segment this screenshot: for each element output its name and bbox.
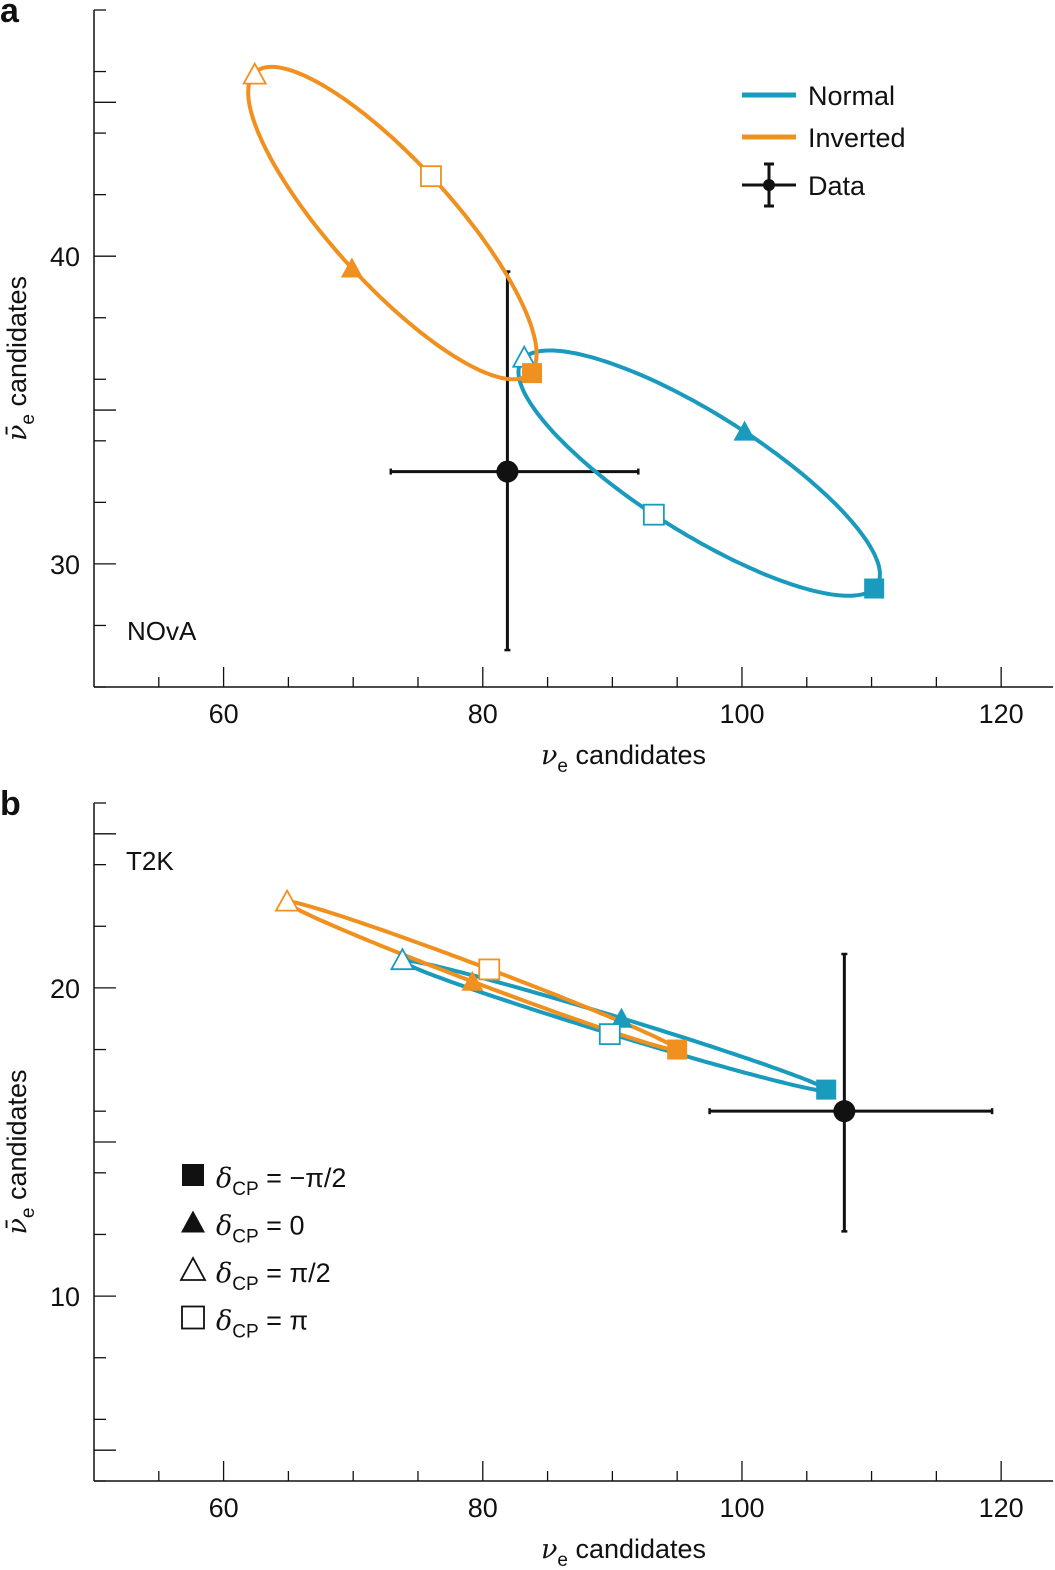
x-tick-label: 80 [468,1493,498,1523]
y-tick-label: 30 [50,550,80,580]
marker-inverted-filled-triangle [461,970,484,991]
marker-normal-filled-square [864,578,885,599]
experiment-label: NOvA [127,616,197,646]
x-axis-label: νe candidates [541,740,706,777]
filled-triangle-icon [181,1210,205,1233]
open-square-icon [181,1305,205,1330]
open-triangle-icon [179,1256,207,1281]
legend-label: δCP = π/2 [216,1258,331,1295]
panel-a: 60 80 100 120 30 40 a νe candidates ν̄e candidat… [0,0,1053,777]
legend-item-filled-square: δCP = −π/2 [182,1163,346,1200]
marker-normal-filled-square [816,1079,837,1100]
legend-item-open-square: δCP = π [181,1305,308,1343]
legend-hierarchy: Normal Inverted Data [742,81,906,208]
curve-normal [516,348,882,598]
filled-square-icon [182,1164,204,1186]
data-point-with-error-bars [389,270,640,652]
panel-b: 60 80 100 120 10 20 b νe candidates ν̄e candidat… [0,785,1053,1570]
marker-normal-open-triangle [389,947,415,971]
legend-label: δCP = 0 [216,1211,304,1248]
marker-inverted-filled-square [522,363,543,384]
legend-label: δCP = −π/2 [216,1163,346,1200]
panel-label: b [0,785,21,823]
x-axis-label: νe candidates [541,1534,706,1570]
marker-normal-filled-triangle [733,420,756,441]
experiment-label: T2K [126,846,174,876]
legend-label: δCP = π [216,1306,308,1343]
legend-item-data: Data [742,162,866,208]
legend-item-inverted: Inverted [742,123,906,153]
y-tick-label: 40 [50,242,80,272]
marker-normal-open-square [642,503,665,526]
legend-label: Normal [808,81,895,111]
y-tick-label: 10 [50,1282,80,1312]
y-axis-label: ν̄e candidates [2,1069,39,1234]
marker-inverted-open-square [478,958,501,981]
legend-item-normal: Normal [742,81,895,111]
y-tick-label: 20 [50,974,80,1004]
marker-inverted-open-triangle [242,61,268,85]
data-point [833,1100,856,1123]
y-axis-label: ν̄e candidates [2,276,39,441]
marker-normal-open-square [598,1023,621,1046]
panel-label: a [0,0,20,30]
marker-inverted-filled-square [667,1039,688,1060]
legend-item-filled-triangle: δCP = 0 [181,1210,304,1248]
legend-markers: δCP = −π/2 δCP = 0 δCP = π/2 δCP = π [179,1163,346,1343]
marker-inverted-open-square [420,165,442,188]
x-tick-label: 120 [979,699,1024,729]
data-legend-marker [763,179,775,191]
marker-inverted-open-triangle [274,888,300,912]
x-tick-label: 60 [209,1493,239,1523]
data-point [496,460,519,483]
x-tick-label: 100 [719,699,764,729]
marker-inverted-filled-triangle [340,257,363,278]
x-tick-label: 120 [979,1493,1024,1523]
data-point-with-error-bars [708,952,994,1233]
x-tick-label: 80 [468,699,498,729]
marker-normal-filled-triangle [610,1007,633,1028]
legend-item-open-triangle: δCP = π/2 [179,1256,331,1295]
legend-label: Data [808,171,866,201]
x-tick-label: 100 [719,1493,764,1523]
x-tick-label: 60 [209,699,239,729]
curve-inverted [246,64,539,382]
legend-label: Inverted [808,123,906,153]
